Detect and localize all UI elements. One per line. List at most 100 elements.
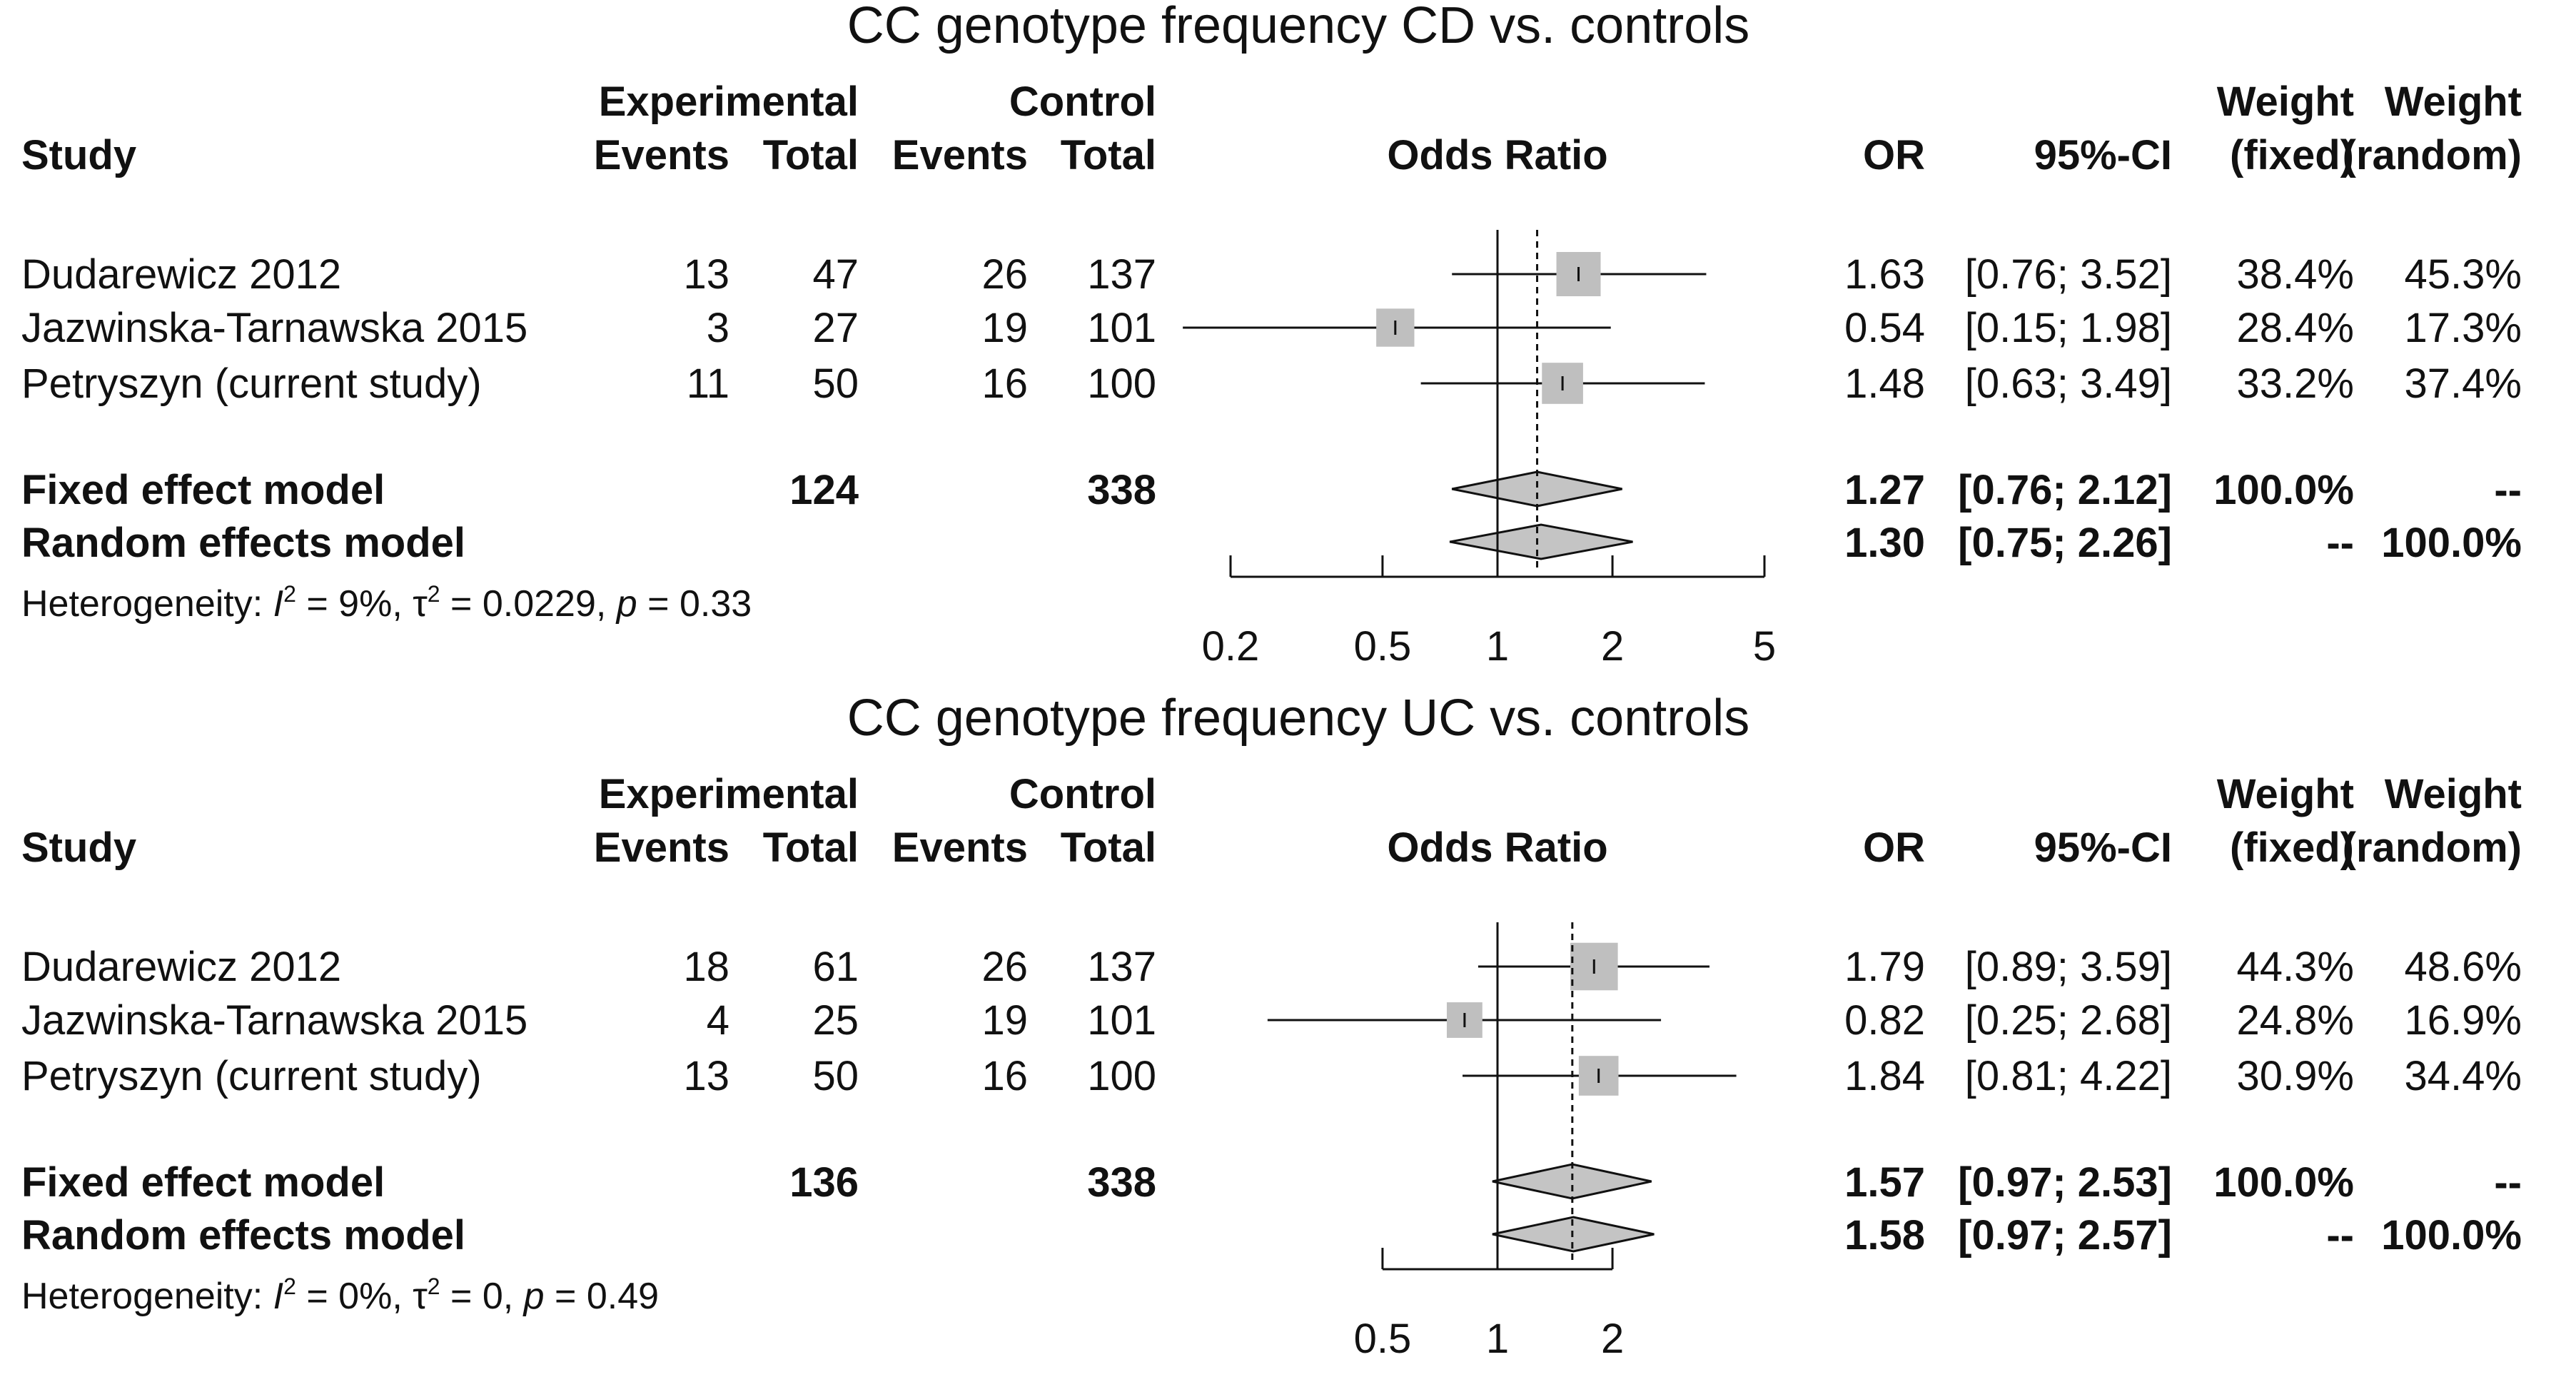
header-ctrl-total: Total <box>1061 824 1156 871</box>
ci-value: [0.15; 1.98] <box>1965 305 2172 351</box>
header-experimental: Experimental <box>599 771 859 817</box>
ctrl-events: 16 <box>981 1053 1028 1099</box>
forest-panel-1: CC genotype frequency CD vs. controls Exp… <box>21 0 2522 670</box>
study-name: Petryszyn (current study) <box>21 360 482 407</box>
ctrl-events: 26 <box>981 251 1028 298</box>
fixed-model-label: Fixed effect model <box>21 467 385 513</box>
ci-value: [0.89; 3.59] <box>1965 944 2172 990</box>
ctrl-events: 16 <box>981 360 1028 407</box>
header-ctrl-events: Events <box>892 132 1028 178</box>
x-tick-label: 0.5 <box>1354 1316 1412 1362</box>
x-tick-label: 5 <box>1753 623 1776 670</box>
fixed-weight-random: -- <box>2494 467 2522 513</box>
header-exp-events: Events <box>594 824 729 871</box>
header-weight-fixed: Weight <box>2217 771 2354 817</box>
header-fixed: (fixed) <box>2230 132 2354 178</box>
header-ci: 95%-CI <box>2034 824 2172 871</box>
exp-events: 11 <box>687 360 729 407</box>
weight-random: 37.4% <box>2405 360 2522 407</box>
i2-symbol: I <box>273 1276 283 1317</box>
fixed-model-label: Fixed effect model <box>21 1159 385 1206</box>
ctrl-total: 101 <box>1087 997 1156 1044</box>
study-name: Petryszyn (current study) <box>21 1053 482 1099</box>
fixed-ci: [0.97; 2.53] <box>1958 1159 2172 1206</box>
fixed-ci: [0.76; 2.12] <box>1958 467 2172 513</box>
tau-value: = 0.0229, <box>440 583 617 625</box>
header-weight-fixed: Weight <box>2217 79 2354 125</box>
random-weight-random: 100.0% <box>2381 1212 2522 1259</box>
weight-random: 16.9% <box>2405 997 2522 1044</box>
or-value: 1.84 <box>1844 1053 1925 1099</box>
header-ctrl-total: Total <box>1061 132 1156 178</box>
or-value: 0.54 <box>1844 305 1925 351</box>
ctrl-total: 100 <box>1087 360 1156 407</box>
i2-symbol: I <box>273 583 283 625</box>
fixed-or: 1.27 <box>1844 467 1925 513</box>
heterogeneity-prefix: Heterogeneity: <box>21 583 273 625</box>
chart-title: CC genotype frequency UC vs. controls <box>847 690 1750 747</box>
or-value: 1.63 <box>1844 251 1925 298</box>
weight-fixed: 24.8% <box>2237 997 2354 1044</box>
header-control: Control <box>1009 771 1156 817</box>
random-model-label: Random effects model <box>21 520 465 566</box>
header-odds-ratio: Odds Ratio <box>1387 824 1607 871</box>
exp-total: 50 <box>812 1053 859 1099</box>
p-value: = 0.49 <box>545 1276 659 1317</box>
i2-superscript: 2 <box>283 1273 296 1299</box>
tau-value: = 0, <box>440 1276 524 1317</box>
header-fixed: (fixed) <box>2230 824 2354 871</box>
i2-superscript: 2 <box>283 581 296 607</box>
weight-fixed: 28.4% <box>2237 305 2354 351</box>
ci-value: [0.25; 2.68] <box>1965 997 2172 1044</box>
ctrl-total: 100 <box>1087 1053 1156 1099</box>
exp-total: 61 <box>812 944 859 990</box>
header-exp-total: Total <box>763 824 859 871</box>
ctrl-events: 19 <box>981 997 1028 1044</box>
exp-events: 13 <box>683 1053 729 1099</box>
weight-random: 45.3% <box>2405 251 2522 298</box>
tau-superscript: 2 <box>428 1273 440 1299</box>
i2-value: = 9%, <box>296 583 413 625</box>
fixed-ctrl-total: 338 <box>1087 467 1156 513</box>
fixed-ctrl-total: 338 <box>1087 1159 1156 1206</box>
weight-random: 34.4% <box>2405 1053 2522 1099</box>
tau-symbol: τ <box>413 1276 428 1317</box>
random-model-label: Random effects model <box>21 1212 465 1259</box>
study-name: Dudarewicz 2012 <box>21 251 341 298</box>
study-name: Jazwinska-Tarnawska 2015 <box>21 305 527 351</box>
x-tick-label: 0.5 <box>1354 623 1412 670</box>
exp-total: 25 <box>812 997 859 1044</box>
p-symbol: p <box>615 583 637 625</box>
tau-superscript: 2 <box>428 581 440 607</box>
exp-events: 18 <box>683 944 729 990</box>
random-weight-fixed: -- <box>2326 520 2354 566</box>
header-exp-events: Events <box>594 132 729 178</box>
random-ci: [0.75; 2.26] <box>1958 520 2172 566</box>
exp-events: 3 <box>707 305 729 351</box>
weight-random: 48.6% <box>2405 944 2522 990</box>
x-tick-label: 0.2 <box>1202 623 1260 670</box>
ci-value: [0.76; 3.52] <box>1965 251 2172 298</box>
or-value: 0.82 <box>1844 997 1925 1044</box>
weight-fixed: 44.3% <box>2237 944 2354 990</box>
weight-fixed: 30.9% <box>2237 1053 2354 1099</box>
x-tick-label: 1 <box>1486 1316 1509 1362</box>
ctrl-total: 137 <box>1087 944 1156 990</box>
header-random: (random) <box>2343 132 2522 178</box>
ctrl-events: 19 <box>981 305 1028 351</box>
ctrl-total: 101 <box>1087 305 1156 351</box>
weight-fixed: 38.4% <box>2237 251 2354 298</box>
fixed-effect-diamond <box>1492 1163 1652 1200</box>
ctrl-events: 26 <box>981 944 1028 990</box>
study-name: Dudarewicz 2012 <box>21 944 341 990</box>
random-weight-fixed: -- <box>2326 1212 2354 1259</box>
header-study: Study <box>21 824 136 871</box>
fixed-weight-fixed: 100.0% <box>2213 1159 2354 1206</box>
fixed-effect-diamond <box>1451 470 1622 508</box>
header-ctrl-events: Events <box>892 824 1028 871</box>
heterogeneity-text: Heterogeneity: I2 = 0%, τ2 = 0, p = 0.49 <box>21 1273 659 1317</box>
exp-total: 47 <box>812 251 859 298</box>
heterogeneity-prefix: Heterogeneity: <box>21 1276 273 1317</box>
exp-total: 27 <box>812 305 859 351</box>
